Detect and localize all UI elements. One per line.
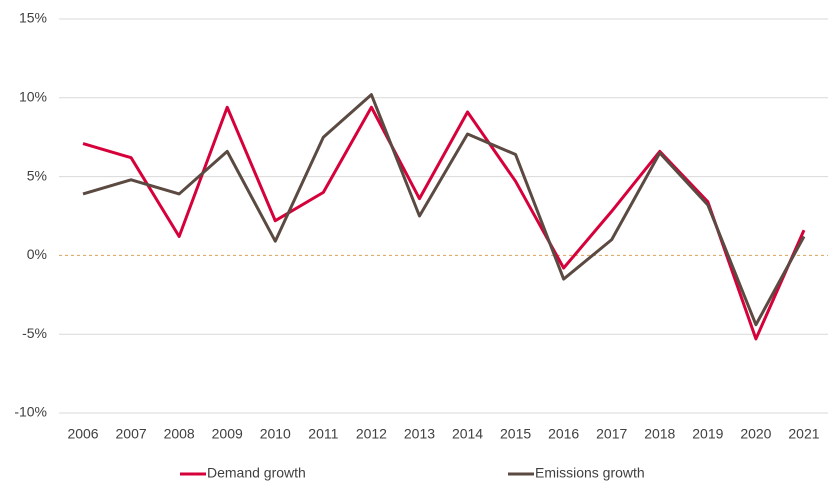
x-tick-label: 2006 bbox=[67, 426, 98, 442]
y-tick-label: 15% bbox=[19, 10, 47, 26]
legend-label: Emissions growth bbox=[535, 465, 645, 481]
x-tick-label: 2008 bbox=[164, 426, 195, 442]
x-tick-label: 2018 bbox=[644, 426, 675, 442]
x-tick-label: 2021 bbox=[788, 426, 819, 442]
x-tick-label: 2012 bbox=[356, 426, 387, 442]
x-tick-label: 2016 bbox=[548, 426, 579, 442]
y-tick-label: -10% bbox=[14, 404, 47, 420]
x-tick-label: 2009 bbox=[212, 426, 243, 442]
y-tick-label: 5% bbox=[27, 167, 47, 183]
x-tick-label: 2013 bbox=[404, 426, 435, 442]
x-tick-label: 2015 bbox=[500, 426, 531, 442]
x-tick-label: 2019 bbox=[692, 426, 723, 442]
y-tick-label: 10% bbox=[19, 89, 47, 105]
y-tick-label: -5% bbox=[22, 325, 47, 341]
x-tick-label: 2020 bbox=[740, 426, 771, 442]
x-tick-label: 2014 bbox=[452, 426, 483, 442]
x-tick-label: 2011 bbox=[308, 426, 338, 442]
legend-label: Demand growth bbox=[207, 465, 306, 481]
series-line bbox=[82, 93, 806, 327]
x-tick-label: 2007 bbox=[116, 426, 147, 442]
x-tick-label: 2010 bbox=[260, 426, 291, 442]
series-line bbox=[82, 105, 806, 341]
x-tick-label: 2017 bbox=[596, 426, 627, 442]
y-tick-label: 0% bbox=[27, 246, 47, 262]
